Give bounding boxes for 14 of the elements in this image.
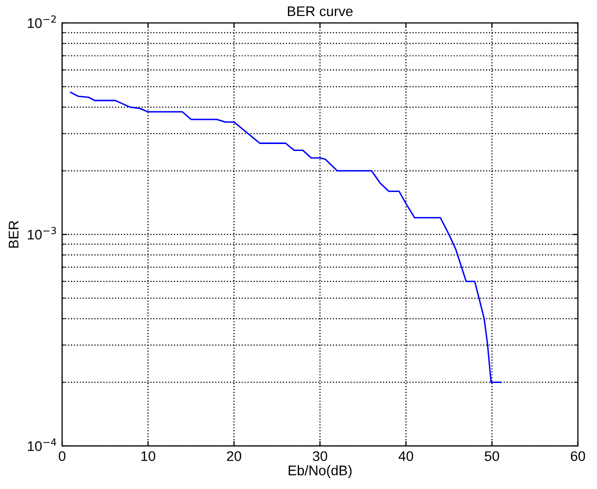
x-tick-label: 10: [141, 451, 156, 462]
x-tick-label: 0: [58, 451, 66, 462]
y-tick-label: 10$^{−3}$: [28, 226, 56, 240]
y-tick-label: 10$^{−4}$: [28, 438, 56, 452]
x-tick-label: 60: [570, 451, 586, 462]
line-series: [70, 92, 502, 383]
chart-title: BER curve: [288, 6, 353, 16]
x-tick-label: 30: [312, 451, 328, 462]
x-tick-label: 20: [227, 451, 242, 462]
y-axis-title: BER: [8, 220, 18, 248]
y-tick-label: 10$^{−2}$: [28, 15, 56, 28]
x-tick-label: 40: [398, 451, 414, 462]
x-axis-title: Eb/No(dB): [288, 465, 352, 478]
x-tick-label: 50: [484, 451, 500, 462]
